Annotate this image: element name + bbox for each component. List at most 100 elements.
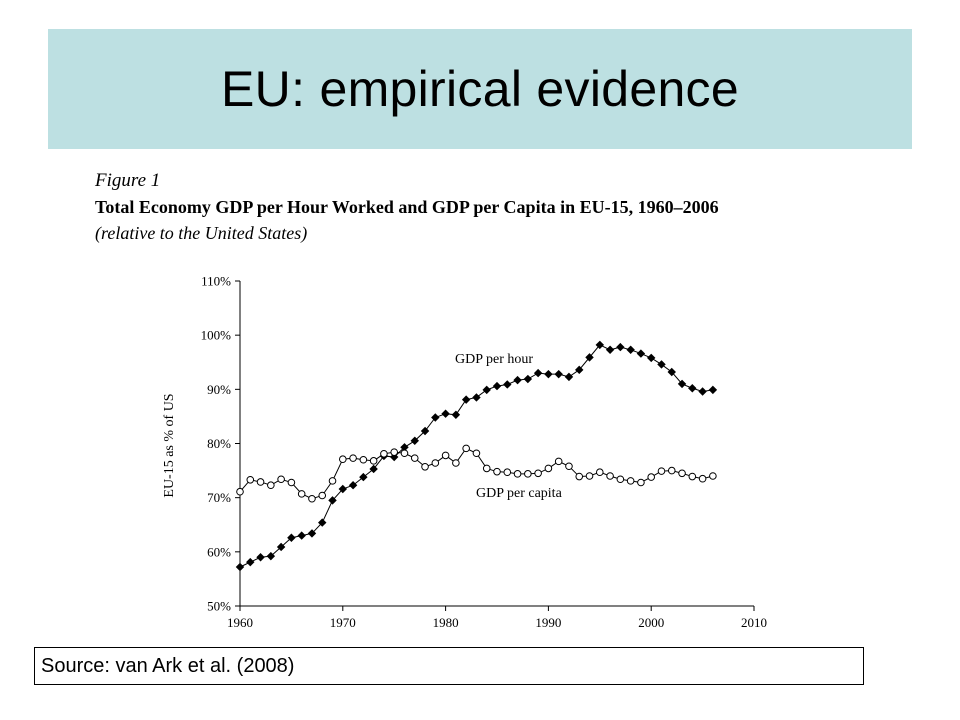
gdp-per-hour-point: [616, 342, 625, 352]
gdp-per-hour-point: [698, 387, 707, 396]
gdp-per-hour-point: [523, 374, 533, 384]
gdp-per-hour-point: [451, 410, 461, 420]
gdp-per-capita-point: [441, 451, 450, 460]
gdp-per-hour-point: [410, 436, 419, 446]
gdp-per-hour-point: [441, 409, 450, 418]
gdp-per-hour-point: [472, 393, 481, 402]
gdp-per-capita-point: [524, 470, 532, 478]
y-tick-label: 60%: [207, 544, 231, 559]
gdp-per-capita-point: [462, 444, 470, 453]
gdp-per-hour-point: [708, 385, 718, 395]
gdp-per-capita-point: [626, 477, 635, 485]
gdp-per-capita-point: [246, 475, 255, 484]
gdp-per-hour-point: [667, 367, 676, 377]
source-text: Source: van Ark et al. (2008): [41, 654, 295, 677]
y-tick-label: 110%: [201, 274, 231, 289]
gdp-per-hour-point: [657, 360, 666, 369]
gdp-per-hour-point: [636, 349, 646, 358]
gdp-per-hour-point: [235, 562, 245, 572]
gdp-per-hour-point: [348, 480, 358, 490]
gdp-per-hour-point: [513, 375, 522, 385]
figure-label: Figure 1: [95, 170, 161, 191]
gdp-per-hour-point: [287, 533, 296, 542]
gdp-per-capita-point: [380, 449, 388, 458]
gdp-per-hour-point: [328, 496, 337, 505]
gdp-per-hour-point: [677, 379, 687, 389]
gdp-per-hour-point: [585, 353, 594, 362]
gdp-per-capita-point: [359, 455, 368, 464]
gdp-per-capita-point: [452, 459, 460, 467]
y-tick-label: 100%: [201, 328, 232, 343]
gdp-per-hour-point: [575, 365, 584, 375]
slide-title: EU: empirical evidence: [221, 61, 739, 117]
gdp-per-capita-point: [339, 455, 347, 464]
y-axis-label: EU-15 as % of US: [162, 393, 177, 497]
gdp-per-capita-point: [493, 467, 501, 476]
gdp-per-capita-point: [421, 462, 429, 471]
gdp-per-capita-point: [688, 472, 697, 481]
gdp-per-hour-point: [338, 484, 348, 494]
x-tick-label: 2010: [741, 615, 767, 630]
gdp-per-capita-point: [657, 467, 666, 475]
gdp-per-capita-point: [616, 475, 625, 484]
gdp-per-capita-point: [678, 469, 686, 478]
gdp-per-capita-point: [482, 464, 491, 473]
gdp-per-hour-point: [533, 368, 543, 378]
y-tick-label: 80%: [207, 436, 231, 451]
gdp-per-capita-point: [565, 462, 573, 471]
gdp-per-capita-point: [390, 448, 399, 456]
figure-subtitle: (relative to the United States): [95, 223, 308, 243]
gdp-per-capita-point: [606, 472, 614, 480]
gdp-per-hour-point: [359, 472, 368, 482]
gdp-per-capita-point: [534, 469, 542, 478]
gdp-per-capita-point: [369, 457, 378, 465]
gdp-per-capita-point: [236, 487, 244, 496]
gdp-per-hour-point: [626, 345, 635, 355]
series-label-gdp-per-hour: GDP per hour: [455, 352, 533, 367]
gdp-per-capita-point: [647, 473, 656, 481]
gdp-per-hour-point: [461, 395, 471, 404]
gdp-per-capita-point: [267, 481, 275, 490]
gdp-per-capita-point: [349, 454, 357, 462]
gdp-per-capita-point: [410, 454, 419, 462]
x-tick-label: 1970: [330, 615, 356, 630]
gdp-per-capita-point: [575, 472, 584, 481]
gdp-per-hour-point: [420, 426, 430, 436]
gdp-per-hour-point: [266, 551, 276, 561]
gdp-per-capita-point: [400, 449, 409, 458]
y-tick-label: 90%: [207, 382, 231, 397]
gdp-per-capita-point: [287, 478, 296, 487]
gdp-per-capita-point: [596, 468, 604, 477]
gdp-per-capita-point: [585, 472, 594, 480]
gdp-per-capita-point: [297, 490, 306, 498]
gdp-per-hour-point: [256, 553, 265, 562]
series-label-gdp-per-capita: GDP per capita: [476, 486, 563, 501]
y-tick-label: 50%: [207, 599, 231, 614]
gdp-per-capita-point: [431, 459, 440, 467]
figure-title: Total Economy GDP per Hour Worked and GD…: [95, 197, 719, 217]
gdp-per-hour-point: [544, 369, 553, 379]
gdp-per-capita-point: [256, 478, 265, 486]
y-tick-label: 70%: [207, 490, 231, 505]
gdp-per-hour-point: [646, 353, 656, 363]
gdp-per-capita-point: [328, 477, 337, 485]
x-tick-label: 1980: [433, 615, 459, 630]
gdp-per-capita-point: [554, 457, 563, 466]
gdp-per-capita-point: [544, 464, 553, 473]
gdp-per-capita-point: [709, 472, 717, 480]
gdp-per-capita-point: [318, 491, 327, 500]
gdp-per-hour-point: [307, 529, 317, 538]
gdp-per-hour-point: [431, 413, 440, 422]
gdp-per-hour-point: [595, 340, 605, 350]
gdp-per-hour-point: [564, 372, 574, 382]
gdp-per-hour-point: [482, 385, 491, 395]
gdp-per-hour-point: [318, 518, 327, 527]
x-tick-label: 2000: [638, 615, 664, 630]
x-tick-label: 1960: [227, 615, 253, 630]
gdp-per-hour-point: [605, 345, 615, 355]
gdp-per-capita-point: [277, 475, 285, 484]
gdp-per-capita-point: [472, 449, 481, 458]
gdp-per-hour-point: [492, 381, 502, 391]
gdp-per-capita-point: [503, 468, 512, 477]
